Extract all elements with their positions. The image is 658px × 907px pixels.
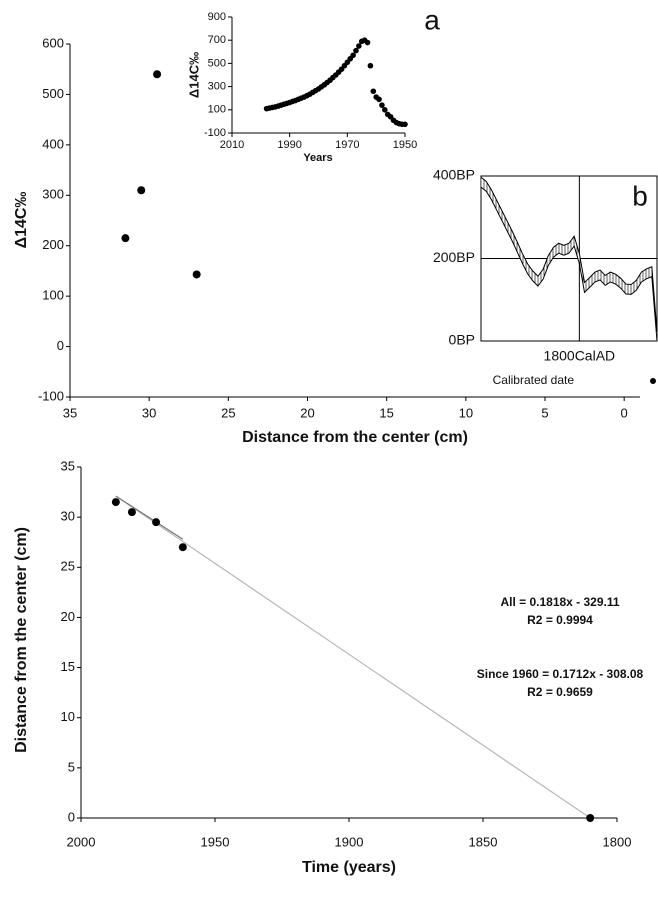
y-tick-label: 700 (208, 34, 226, 46)
x-tick-label: 25 (221, 405, 235, 420)
annotation: a (424, 4, 440, 35)
y-axis-label: Distance from the center (cm) (13, 527, 30, 753)
data-point (382, 107, 388, 113)
y-tick-label: 0 (68, 809, 75, 824)
y-tick-label: 600 (42, 35, 64, 50)
x-tick-label: 20 (300, 405, 314, 420)
y-tick-label: 400 (42, 136, 64, 151)
x-tick-label: 0 (621, 405, 628, 420)
data-point (379, 102, 385, 108)
x-tick-label: 35 (63, 405, 77, 420)
data-point (137, 186, 146, 195)
y-tick-label: 35 (61, 458, 75, 473)
y-axis-label: Δ14C‰ (13, 192, 30, 249)
data-point (402, 121, 408, 128)
data-point (153, 70, 162, 79)
data-point (356, 43, 362, 49)
x-tick-label: 30 (142, 405, 156, 420)
x-tick-label: 1950 (393, 139, 417, 151)
chart-panel: 0BP 200BP 400BP 1800CalAD b Calibrated date (433, 167, 658, 387)
x-tick-label: 5 (541, 405, 548, 420)
x-tick-label: 1970 (335, 139, 359, 151)
y-tick-label: 20 (61, 609, 75, 624)
x-axis-label: Years (303, 152, 332, 164)
data-point (111, 498, 120, 507)
data-point (127, 508, 136, 517)
x-tick-label: 1800 (603, 834, 632, 849)
y-tick-label: 300 (42, 187, 64, 202)
data-point (152, 518, 161, 527)
data-point (353, 47, 359, 54)
y-tick-label: 15 (61, 659, 75, 674)
band-edge (481, 176, 657, 332)
x-tick-label: 10 (459, 405, 473, 420)
band-edge (481, 186, 657, 341)
x-axis-label: Distance from the center (cm) (242, 429, 468, 446)
x-tick-label: 2000 (67, 834, 96, 849)
x-tick-label: 1900 (335, 834, 364, 849)
y-tick-label: 300 (208, 81, 226, 93)
data-point (350, 52, 356, 59)
chart-panel: -100 100 300 500 700 900 2010 1990 1970 1950 Years… (186, 4, 440, 164)
x-tick-label: 1950 (201, 834, 230, 849)
y-tick-label: 400BP (433, 167, 475, 183)
annotation: b (632, 180, 648, 211)
legend-label: Calibrated date (493, 373, 575, 387)
data-point (367, 62, 374, 69)
y-tick-label: 0BP (449, 332, 475, 348)
y-tick-label: -100 (38, 388, 64, 403)
x-tick-label: 2010 (220, 139, 244, 151)
data-point (376, 96, 382, 103)
y-tick-label: 500 (42, 86, 64, 101)
y-tick-label: 30 (61, 509, 75, 524)
y-tick-label: 5 (68, 759, 75, 774)
data-point (192, 270, 201, 279)
data-point (121, 234, 130, 243)
y-tick-label: 200 (42, 237, 64, 252)
annotation: All = 0.1818x - 329.11 (500, 595, 619, 609)
y-tick-label: 100 (42, 288, 64, 303)
y-tick-label: 10 (61, 709, 75, 724)
chart-panel: -100 0 100 200 300 400 500 600 35 30 25 20 15 10 5 0 Dis… (13, 35, 640, 446)
y-tick-label: 100 (208, 104, 226, 116)
y-axis-label: Δ14C‰ (186, 52, 201, 98)
y-tick-label: 200BP (433, 249, 475, 265)
y-tick-label: 25 (61, 559, 75, 574)
annotation: R2 = 0.9659 (527, 685, 593, 699)
y-tick-label: 900 (208, 11, 226, 23)
x-axis-label: Time (years) (302, 859, 396, 876)
annotation: Since 1960 = 0.1712x - 308.08 (477, 667, 644, 681)
data-point (364, 39, 371, 46)
legend-marker (650, 378, 656, 384)
trendline (115, 495, 591, 819)
x-tick-label: 1990 (277, 139, 301, 151)
band-fill (481, 177, 657, 341)
annotation: R2 = 0.9994 (527, 613, 593, 627)
trendline (115, 495, 184, 540)
data-point (178, 543, 187, 552)
chart-panel: 0 5 10 15 20 25 30 35 2000 1950 1900 1850 1800 Time (… (13, 458, 643, 876)
y-tick-label: -100 (204, 127, 226, 139)
y-tick-label: 0 (57, 338, 64, 353)
data-point (586, 814, 595, 822)
y-tick-label: 500 (208, 57, 226, 69)
x-tick-label: 1850 (469, 834, 498, 849)
x-tick-label: 1800CalAD (544, 348, 616, 364)
x-tick-label: 15 (379, 405, 393, 420)
data-point (370, 88, 377, 95)
band-group (481, 176, 657, 341)
